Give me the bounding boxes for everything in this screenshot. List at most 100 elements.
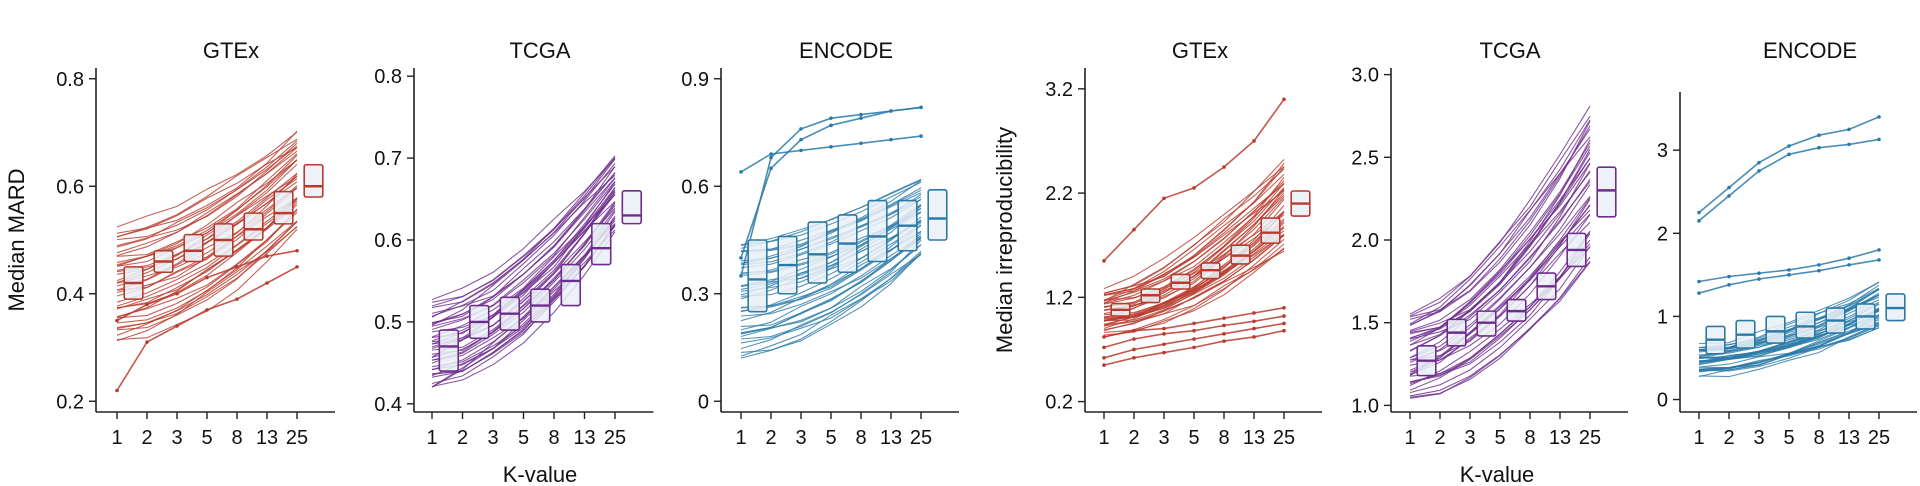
series-line (431, 158, 616, 309)
panel-1-gtex: GTEx 0.2 0.4 0.6 0.8 1 2 3 5 8 13 25 (56, 38, 335, 449)
series-point (1162, 332, 1166, 336)
series-point (1877, 258, 1881, 262)
box (867, 199, 888, 263)
x-tick-label: 8 (548, 427, 559, 449)
series-point (1282, 321, 1286, 326)
series-line (740, 199, 922, 269)
x-tick-label: 8 (1813, 427, 1824, 449)
series-point (1252, 326, 1256, 331)
series-line (116, 212, 298, 318)
series-line (431, 207, 616, 364)
series-point (859, 141, 863, 146)
x-tick-label: 13 (1549, 427, 1571, 449)
box (927, 189, 948, 241)
series-point (1727, 194, 1731, 198)
series-point (1757, 169, 1761, 173)
y-tick-label: 2.2 (1045, 183, 1073, 205)
series-point (769, 152, 773, 156)
series-point (1222, 316, 1226, 320)
y-tick-label: 3.0 (1351, 65, 1379, 87)
series-line (1409, 195, 1591, 363)
series-point (1252, 311, 1256, 315)
x-tick-label: 2 (765, 427, 776, 449)
series-point (265, 281, 269, 285)
panel-5-tcga: TCGA 1.0 1.5 2.0 2.5 3.0 1 2 3 5 8 13 25 (1351, 38, 1628, 449)
series-line (116, 200, 298, 307)
series-point (1282, 328, 1286, 333)
series-line (1103, 205, 1285, 316)
y-tick-label: 3.2 (1045, 79, 1073, 101)
x-tick-label: 8 (855, 427, 866, 449)
y-tick-label: 0.8 (374, 66, 402, 88)
series-line (1698, 310, 1880, 363)
panel-4-gtex: GTEx 0.2 1.2 2.2 3.2 1 2 3 5 8 13 25 (1045, 38, 1322, 449)
x-tick-label: 8 (1218, 427, 1229, 449)
series-line (740, 203, 922, 274)
series-line (1103, 230, 1285, 319)
series-point (1817, 268, 1821, 273)
series-point (1817, 133, 1821, 138)
x-tick-label: 25 (286, 427, 308, 449)
series-line (1698, 324, 1880, 372)
series-line (1103, 218, 1285, 322)
y-tick-label: 3 (1657, 140, 1668, 162)
series-line (1409, 149, 1591, 334)
y-tick-label: 0.4 (56, 284, 84, 306)
series-point (205, 308, 209, 312)
series-line (116, 159, 298, 263)
y-tick-label: 0.4 (374, 394, 402, 416)
panel-3-encode: ENCODE 0 0.3 0.6 0.9 1 2 3 5 8 13 25 (681, 38, 959, 449)
series-line (740, 220, 922, 292)
series-line (740, 207, 922, 276)
panel-title: TCGA (509, 38, 570, 63)
box (1596, 166, 1617, 218)
series-point (1757, 277, 1761, 281)
x-tick-label: 3 (1464, 427, 1475, 449)
series-line (431, 187, 616, 343)
series-line (740, 179, 922, 246)
y-tick-label: 0 (1657, 390, 1668, 412)
x-tick-label: 3 (1158, 427, 1169, 449)
xlabel-a: K-value (503, 462, 578, 486)
series-line (1103, 235, 1285, 327)
y-tick-label: 0 (698, 391, 709, 413)
series-line (431, 209, 616, 361)
series-line (1103, 182, 1285, 308)
series-line (116, 147, 298, 238)
series-line (116, 226, 298, 342)
series-point (1192, 345, 1196, 350)
x-tick-label: 5 (1188, 427, 1199, 449)
series-point (1102, 345, 1106, 350)
series-line (431, 215, 616, 368)
series-line (740, 232, 922, 327)
box (1260, 217, 1281, 244)
y-tick-label: 0.3 (681, 284, 709, 306)
y-tick-label: 0.2 (1045, 392, 1073, 414)
series-line (431, 201, 616, 351)
series-line (740, 178, 922, 246)
series-line (431, 231, 616, 388)
series-line (1409, 120, 1591, 320)
series-point (1162, 196, 1166, 201)
y-tick-label: 0.7 (374, 148, 402, 170)
x-tick-label: 5 (1494, 427, 1505, 449)
series-line (740, 193, 922, 266)
series-line (1409, 128, 1591, 326)
series-point (115, 318, 119, 323)
series-line (740, 225, 922, 313)
series-line (1103, 192, 1285, 308)
series-point (829, 145, 833, 149)
series-line (740, 231, 922, 308)
xlabel-b: K-value (1460, 462, 1535, 486)
x-tick-label: 3 (171, 427, 182, 449)
x-tick-label: 2 (141, 427, 152, 449)
y-tick-label: 0.6 (374, 230, 402, 252)
x-tick-label: 3 (487, 427, 498, 449)
series-line (116, 130, 298, 234)
series-point (1132, 328, 1136, 333)
x-tick-label: 1 (1404, 427, 1415, 449)
series-line (116, 187, 298, 293)
series-line (431, 177, 616, 327)
series-line (116, 163, 298, 275)
